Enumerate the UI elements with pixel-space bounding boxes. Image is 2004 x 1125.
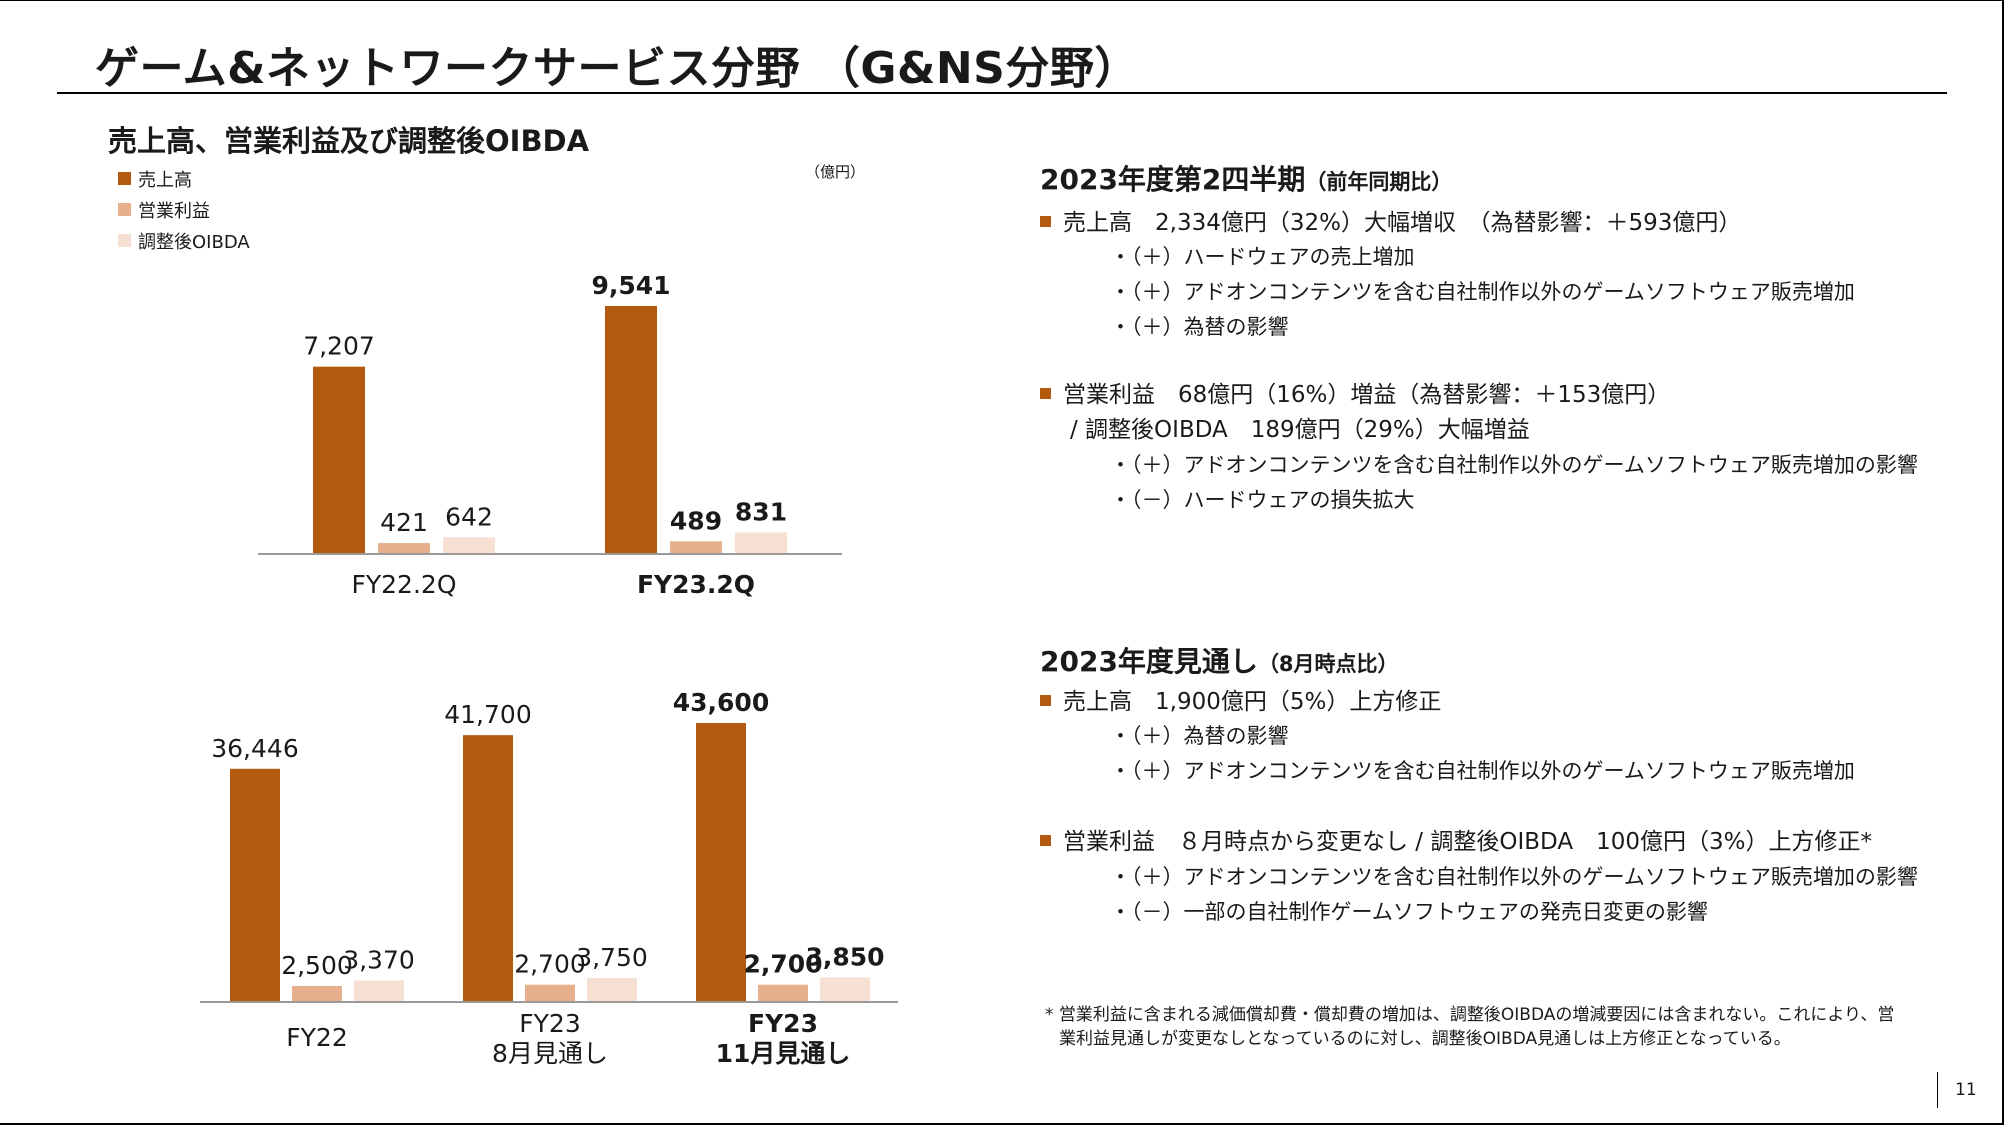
footnote: * 営業利益に含まれる減価償却費・償却費の増加は、調整後OIBDAの増減要因には… (1045, 1003, 1925, 1051)
chart-legend: 売上高 営業利益 調整後OIBDA (118, 163, 250, 256)
legend-item-sales: 売上高 (118, 163, 250, 194)
bar-sales-1 (230, 768, 280, 1002)
legend-label-sales: 売上高 (138, 169, 192, 191)
page-number: 11 (1955, 1080, 1977, 1100)
data-label-operating-income-2: 2,700 (514, 950, 586, 979)
data-label-sales-2: 9,541 (591, 271, 670, 300)
chart-heading: 売上高、営業利益及び調整後OIBDA (108, 124, 590, 158)
legend-item-operating-income: 営業利益 (118, 194, 250, 225)
data-label-operating-income-2: 489 (670, 506, 722, 535)
q2-profit-text: 営業利益 68億円（16%）増益（為替影響：＋153億円） (1063, 382, 1671, 408)
data-label-sales-2: 41,700 (444, 700, 531, 729)
chart-2: 36,4462,5003,370FY2241,7002,7003,750FY23… (200, 688, 898, 1068)
data-label-adjusted-oibda-1: 3,370 (343, 945, 415, 974)
chart-1: 7,207 421 642 FY22.2Q 9,541 489 831 FY23.2Q (258, 271, 842, 599)
data-label-sales-1: 7,207 (303, 332, 375, 361)
forecast-sales-text: 売上高 1,900億円（5%）上方修正 (1063, 689, 1442, 715)
data-label-operating-income-1: 421 (380, 508, 428, 537)
unit-label: （億円） (805, 163, 866, 181)
forecast-profit-bullet: 営業利益 ８月時点から変更なし / 調整後OIBDA 100億円（3%）上方修正… (1040, 822, 1872, 856)
bar-adjusted-oibda-2 (587, 978, 637, 1002)
bullet-square-icon (1040, 216, 1051, 227)
q2-sales-bullet: 売上高 2,334億円（32%）大幅増収 （為替影響：＋593億円） (1040, 203, 1741, 237)
q2-heading: 2023年度第2四半期（前年同期比） (1040, 158, 1452, 198)
bullet-square-icon (1040, 695, 1051, 706)
bar-operating-income-2 (525, 984, 575, 1002)
bar-operating-income-1 (292, 986, 342, 1002)
q2-profit-bullet: 営業利益 68億円（16%）増益（為替影響：＋153億円） (1040, 375, 1670, 409)
bar-sales-3 (696, 723, 746, 1002)
title-rule (57, 92, 1947, 94)
page-number-rule (1937, 1072, 1938, 1108)
forecast-profit-text: 営業利益 ８月時点から変更なし / 調整後OIBDA 100億円（3%）上方修正… (1063, 829, 1872, 855)
bar-adjusted-oibda-1 (443, 537, 495, 554)
bullet-square-icon (1040, 388, 1051, 399)
bar-sales-1 (313, 366, 365, 554)
legend-label-operating-income: 営業利益 (138, 200, 210, 222)
data-label-operating-income-1: 2,500 (281, 951, 353, 980)
q2-profit-sub-1: ・（＋）アドオンコンテンツを含む自社制作以外のゲームソフトウェア販売増加の影響 (1110, 453, 1918, 477)
legend-swatch-adjusted-oibda (118, 234, 131, 247)
q2-heading-main: 2023年度第2四半期 (1040, 163, 1306, 196)
forecast-sales-sub-1: ・（＋）為替の影響 (1110, 724, 1289, 748)
category-label-1: FY22.2Q (352, 570, 457, 599)
category-label-3: FY23 11月見通し (716, 1009, 851, 1068)
q2-sales-sub-3: ・（＋）為替の影響 (1110, 315, 1289, 339)
data-label-adjusted-oibda-2: 3,750 (576, 943, 648, 972)
q2-sales-text: 売上高 2,334億円（32%）大幅増収 （為替影響：＋593億円） (1063, 210, 1742, 236)
data-label-operating-income-3: 2,700 (743, 950, 822, 979)
q2-profit-text-2: / 調整後OIBDA 189億円（29%）大幅増益 (1070, 417, 1530, 443)
forecast-heading-main: 2023年度見通し (1040, 645, 1258, 678)
data-label-sales-3: 43,600 (673, 688, 769, 717)
data-label-adjusted-oibda-1: 642 (445, 502, 493, 531)
bar-sales-2 (605, 306, 657, 554)
data-label-adjusted-oibda-3: 3,850 (805, 942, 884, 971)
bullet-square-icon (1040, 835, 1051, 846)
data-label-adjusted-oibda-2: 831 (735, 497, 787, 526)
q2-heading-note: （前年同期比） (1305, 170, 1453, 194)
data-label-sales-1: 36,446 (211, 734, 298, 763)
legend-item-adjusted-oibda: 調整後OIBDA (118, 225, 250, 256)
bar-adjusted-oibda-2 (735, 532, 787, 554)
forecast-heading-note: （8月時点比） (1257, 652, 1399, 676)
slide-title: ゲーム&ネットワークサービス分野 （G&NS分野） (95, 43, 1139, 94)
bar-adjusted-oibda-3 (820, 977, 870, 1002)
q2-sales-sub-1: ・（＋）ハードウェアの売上増加 (1110, 245, 1415, 269)
q2-profit-sub-2: ・（－）ハードウェアの損失拡大 (1110, 488, 1415, 512)
forecast-sales-sub-2: ・（＋）アドオンコンテンツを含む自社制作以外のゲームソフトウェア販売増加 (1110, 759, 1855, 783)
category-label-2: FY23 8月見通し (492, 1009, 608, 1068)
bar-operating-income-1 (378, 543, 430, 554)
q2-sales-sub-2: ・（＋）アドオンコンテンツを含む自社制作以外のゲームソフトウェア販売増加 (1110, 280, 1855, 304)
forecast-sales-bullet: 売上高 1,900億円（5%）上方修正 (1040, 682, 1441, 716)
bar-sales-2 (463, 735, 513, 1002)
footnote-line-2: 業利益見通しが変更なしとなっているのに対し、調整後OIBDA見通しは上方修正とな… (1059, 1029, 1791, 1049)
bar-operating-income-3 (758, 984, 808, 1002)
legend-swatch-operating-income (118, 203, 131, 216)
bar-operating-income-2 (670, 541, 722, 554)
forecast-heading: 2023年度見通し（8月時点比） (1040, 640, 1399, 680)
forecast-profit-sub-1: ・（＋）アドオンコンテンツを含む自社制作以外のゲームソフトウェア販売増加の影響 (1110, 865, 1918, 889)
category-label-2: FY23.2Q (637, 570, 755, 599)
bar-adjusted-oibda-1 (354, 980, 404, 1002)
footnote-line-1: * 営業利益に含まれる減価償却費・償却費の増加は、調整後OIBDAの増減要因には… (1045, 1005, 1895, 1025)
legend-label-adjusted-oibda: 調整後OIBDA (138, 231, 250, 253)
category-label-1: FY22 (286, 1023, 347, 1052)
forecast-profit-sub-2: ・（－）一部の自社制作ゲームソフトウェアの発売日変更の影響 (1110, 900, 1708, 924)
legend-swatch-sales (118, 172, 131, 185)
